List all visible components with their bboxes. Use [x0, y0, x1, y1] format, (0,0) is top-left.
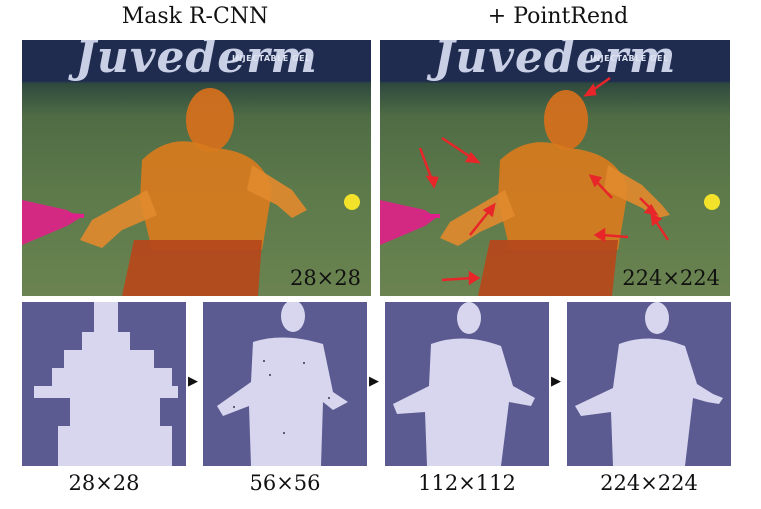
mask-final [575, 302, 723, 466]
title-pointrend: + PointRend [487, 4, 629, 29]
photo-panel-pointrend: Juvederm INJECTABLE GEL 224×224 [380, 40, 730, 296]
step-arrow: ▶ [188, 374, 198, 389]
refinement-arrows [418, 76, 670, 286]
resolution-label-pointrend: 224×224 [622, 266, 720, 290]
mask-label-224: 224×224 [600, 471, 698, 495]
banner-brand: Juvederm [75, 40, 318, 83]
person-mask-fine [380, 76, 720, 296]
blocky-mask [34, 302, 178, 466]
mask-refined [393, 302, 535, 466]
mask-224x224 [567, 302, 731, 466]
mask-with-points [217, 302, 348, 466]
mask-label-112: 112×112 [418, 471, 516, 495]
step-arrow: ▶ [551, 374, 561, 389]
mask-56x56 [203, 302, 367, 466]
resolution-label-mask-rcnn: 28×28 [289, 266, 361, 290]
step-arrow: ▶ [369, 374, 379, 389]
photo-panel-mask-rcnn: Juvederm INJECTABLE GEL 28×28 [22, 40, 371, 296]
mask-28x28 [22, 302, 186, 466]
mask-label-28: 28×28 [68, 471, 140, 495]
mask-112x112 [385, 302, 549, 466]
title-mask-rcnn: Mask R-CNN [121, 4, 269, 29]
banner-brand: Juvederm [433, 40, 677, 83]
banner-sub: INJECTABLE GEL [590, 54, 669, 63]
mask-label-56: 56×56 [249, 471, 321, 495]
person-mask-coarse [22, 88, 360, 296]
banner-sub: INJECTABLE GEL [232, 54, 311, 63]
